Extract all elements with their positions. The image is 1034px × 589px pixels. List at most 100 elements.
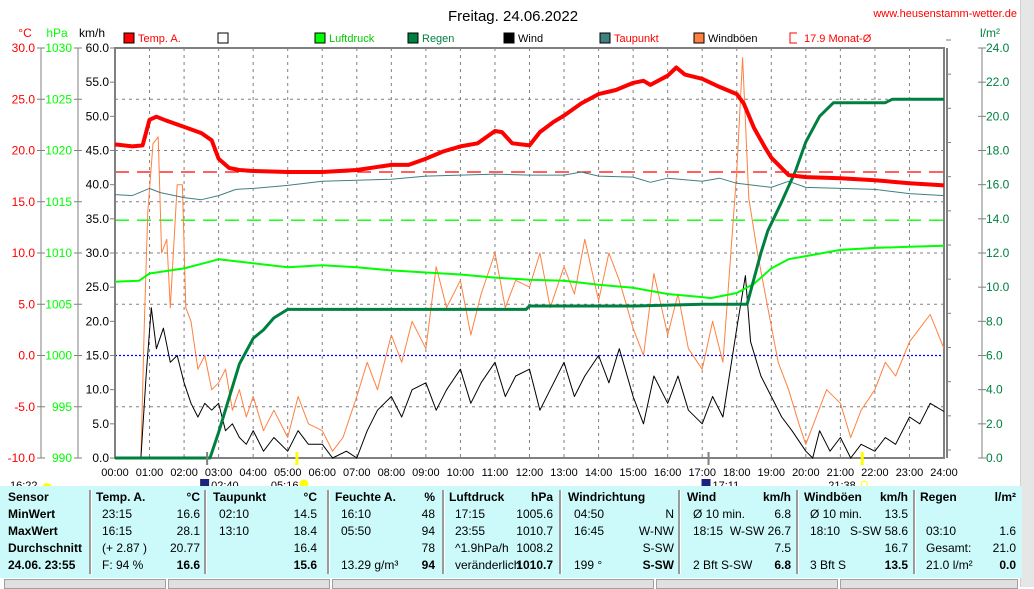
row-label: 16:10: [341, 507, 372, 521]
table-column-windrichtung: Windrichtung 04:50 N 16:45 W-NW S-SW 199 ° S-SW: [568, 489, 674, 575]
scrollbar[interactable]: [1020, 0, 1034, 587]
table-row: MaxWert: [8, 523, 90, 540]
wind-tick-label: 60.0: [86, 41, 110, 55]
chart-title: Freitag. 24.06.2022: [448, 8, 578, 25]
temp-tick-label: 30.0: [12, 41, 36, 55]
series-regen: [115, 97, 944, 460]
rain-tick-label: 0.0: [986, 451, 1003, 465]
series-windb-en: [115, 57, 945, 459]
row-value: 16.6: [176, 507, 200, 521]
row-label: 05:50: [341, 524, 372, 538]
row-value: S-SW: [642, 541, 674, 555]
wind-tick-label: 55.0: [86, 75, 110, 89]
table-row: 199 ° S-SW: [568, 557, 674, 574]
row-label: 23:55: [455, 524, 486, 538]
pressure-tick-label: 1030: [45, 41, 72, 55]
legend-label: Luftdruck: [329, 33, 375, 45]
legend-swatch: [503, 32, 515, 44]
table-row: 16.7: [804, 540, 908, 557]
wind-tick-label: 25.0: [86, 280, 110, 294]
row-value: S-SW: [642, 558, 674, 572]
column-title: Temp. A.: [96, 490, 146, 504]
rain-tick-label: 14.0: [986, 212, 1010, 226]
legend-swatch: [407, 32, 419, 44]
wind-tick-label: 15.0: [86, 349, 110, 363]
row-value: 1010.7: [516, 558, 553, 572]
x-tick-label: 24:00: [930, 467, 958, 479]
rain-tick-label: 10.0: [986, 280, 1010, 294]
column-unit: hPa: [530, 490, 553, 504]
table-row: 17:15 1005.6: [449, 506, 553, 523]
table-header: Wind km/h: [687, 489, 791, 506]
table-header: Regen l/m²: [920, 489, 1016, 506]
row-value: 7.5: [774, 541, 791, 555]
x-tick-label: 17:00: [688, 467, 716, 479]
row-value: 13.5: [884, 558, 908, 572]
row-value: S-SW 58.6: [849, 524, 908, 538]
wind-tick-label: 35.0: [86, 212, 110, 226]
series-luftdruck: [114, 244, 945, 300]
rain-tick-label: 20.0: [986, 109, 1010, 123]
pressure-tick-label: 990: [52, 451, 72, 465]
table-divider: [89, 490, 92, 574]
row-label: 03:10: [926, 524, 957, 538]
table-row: 23:55 1010.7: [449, 523, 553, 540]
legend-swatch: [314, 32, 326, 44]
table-row: 13.29 g/m³ 94: [335, 557, 435, 574]
table-column-regen: Regen l/m² 03:10 1.6 Gesamt: 21.0 21.0 l/m² 0.0: [920, 489, 1016, 575]
legend-label: Regen: [422, 33, 454, 45]
pressure-tick-label: 995: [52, 400, 72, 414]
x-tick-label: 20:00: [792, 467, 820, 479]
x-tick-label: 07:00: [343, 467, 371, 479]
table-column-wind: Wind km/h Ø 10 min. 6.8 18:15 W-SW 26.7 7.5 2 B…: [687, 489, 791, 575]
x-tick-label: 12:00: [516, 467, 544, 479]
row-label: 18:10: [810, 524, 841, 538]
row-value: 16.4: [293, 541, 317, 555]
pressure-tick-label: 1025: [45, 92, 72, 106]
row-label: 16:15: [102, 524, 133, 538]
row-label: 04:50: [574, 507, 605, 521]
legend-swatch: [599, 32, 611, 44]
website-link[interactable]: www.heusenstamm-wetter.de: [872, 8, 1017, 20]
row-value: 94: [421, 558, 435, 572]
temp-tick-label: -5.0: [14, 400, 35, 414]
moonrise-icon: [200, 479, 210, 489]
row-label: 18:15: [693, 524, 724, 538]
wind-tick-label: 50.0: [86, 109, 110, 123]
x-tick-label: 19:00: [758, 467, 786, 479]
row-value: 1.6: [999, 524, 1016, 538]
table-divider: [559, 490, 562, 574]
table-header: Sensor: [8, 489, 90, 506]
table-divider: [796, 490, 799, 574]
rain-tick-label: 24.0: [986, 41, 1010, 55]
status-panel-3: [332, 579, 654, 589]
table-header: Luftdruck hPa: [449, 489, 553, 506]
row-value: N: [665, 507, 674, 521]
row-label: veränderlich: [455, 558, 521, 572]
legend-swatch: [693, 32, 705, 44]
wind-tick-label: 5.0: [92, 417, 109, 431]
wind-tick-label: 40.0: [86, 178, 110, 192]
wind-tick-label: 10.0: [86, 383, 110, 397]
table-row: 16.4: [213, 540, 317, 557]
moonset-icon: [701, 479, 711, 489]
x-tick-label: 21:00: [827, 467, 855, 479]
column-title: Feuchte A.: [335, 490, 396, 504]
temp-tick-label: 20.0: [12, 144, 36, 158]
table-column-feuchte-a-: Feuchte A.% 16:10 48 05:50 94 78 13.29 g/m³ 94: [335, 489, 435, 575]
table-row: F: 94 % 16.6: [96, 557, 200, 574]
rain-tick-label: 16.0: [986, 178, 1010, 192]
row-label: 21.0 l/m²: [926, 558, 973, 572]
x-tick-label: 05:00: [274, 467, 302, 479]
row-label: 3 Bft S: [810, 558, 847, 572]
x-tick-label: 15:00: [619, 467, 647, 479]
row-value: 6.8: [774, 507, 791, 521]
table-row: (+ 2.87 ) 20.77: [96, 540, 200, 557]
table-divider: [678, 490, 681, 574]
x-tick-label: 16:00: [654, 467, 682, 479]
table-row: 3 Bft S 13.5: [804, 557, 908, 574]
column-title: Taupunkt: [213, 490, 267, 504]
row-label: 2 Bft S-SW: [693, 558, 753, 572]
pressure-tick-label: 1010: [45, 246, 72, 260]
status-panel-1: [4, 579, 166, 589]
